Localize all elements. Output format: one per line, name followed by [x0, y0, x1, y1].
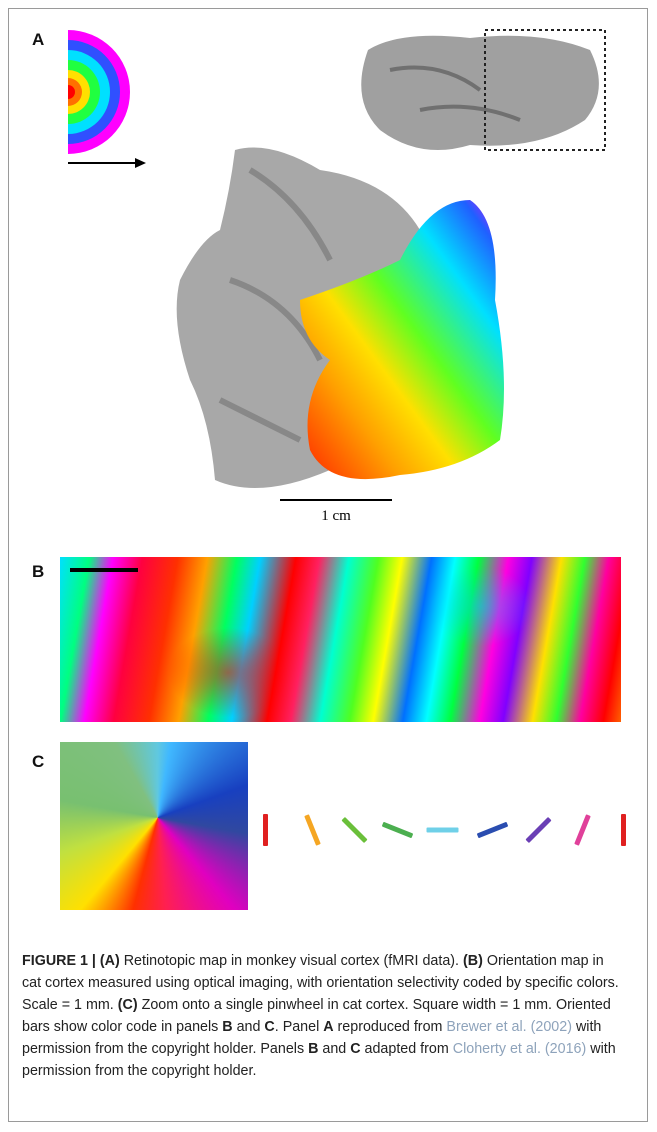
orientation-bar	[621, 814, 626, 846]
panel-label: B	[32, 562, 44, 582]
caption-text: A	[323, 1019, 333, 1035]
caption-text: B	[308, 1041, 318, 1057]
orientation-bar	[263, 814, 268, 846]
pinwheel-map	[60, 742, 248, 910]
brain-surface	[177, 148, 504, 501]
caption-text: and	[233, 1019, 265, 1035]
page: A B C	[0, 0, 657, 1132]
caption-text: . Panel	[275, 1019, 323, 1035]
caption-text: and	[318, 1041, 350, 1057]
orientation-map	[60, 557, 621, 722]
caption-text: C	[350, 1041, 360, 1057]
caption-text: adapted from	[361, 1041, 453, 1057]
citation-link[interactable]: Brewer et al. (2002)	[446, 1019, 572, 1035]
caption-text: B	[222, 1019, 232, 1035]
panel-a-image: 1 cm	[0, 0, 657, 540]
retinotopy-legend	[68, 30, 146, 168]
brain-overview	[361, 30, 605, 150]
caption-text: Retinotopic map in monkey visual cortex …	[120, 953, 463, 969]
orientation-bar	[427, 828, 459, 833]
caption-text: (C)	[118, 997, 138, 1013]
caption-text: C	[264, 1019, 274, 1035]
panel-label: C	[32, 752, 44, 772]
caption-text: FIGURE 1 | (A)	[22, 953, 120, 969]
caption-text: (B)	[463, 953, 483, 969]
citation-link[interactable]: Cloherty et al. (2016)	[453, 1041, 587, 1057]
caption-text: reproduced from	[334, 1019, 447, 1035]
scale-bar	[70, 568, 138, 572]
figure-caption: FIGURE 1 | (A) Retinotopic map in monkey…	[22, 950, 622, 1082]
scale-label: 1 cm	[321, 508, 351, 524]
